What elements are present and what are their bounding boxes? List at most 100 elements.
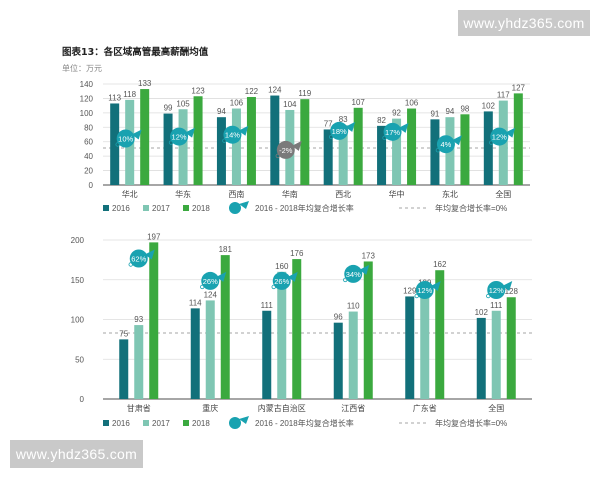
bar-2018 [246,96,256,185]
data-label: 124 [268,86,282,95]
data-label: 128 [505,287,519,296]
growth-bubble [487,281,506,299]
x-tick-label: 东北 [442,189,458,199]
y-tick-label: 60 [84,138,93,147]
legend-bubble-arrow [239,201,249,209]
bar-2018 [513,93,523,185]
data-label: 173 [362,251,376,260]
bar-2018 [193,96,203,185]
data-label: 181 [219,245,233,254]
data-label: 122 [245,87,259,96]
growth-bubble-arrow [185,127,196,138]
y-tick-label: 80 [84,123,93,132]
bar-2016 [476,317,486,399]
growth-bubble [330,121,349,140]
growth-bubble-arrow [345,121,356,132]
bar-2018 [435,270,445,399]
bar-2018 [300,99,310,185]
data-label: 176 [290,249,304,258]
legend-growth-bubble-icon [229,417,241,429]
growth-label: 10% [118,135,133,144]
growth-bubble-arrow [131,129,142,140]
growth-bubble-arrow [505,127,516,138]
data-label: 96 [334,313,343,322]
growth-bubble [490,127,509,146]
growth-bubble [436,135,455,154]
data-label: 93 [134,315,143,324]
bar-2016 [430,119,440,185]
growth-label: 12% [417,286,432,295]
growth-bubble-arrow [216,271,227,282]
legend-label: 2016 [112,419,130,428]
data-label: 110 [347,302,360,311]
growth-bubble-arrow [398,122,409,133]
legend-label: 2018 [192,419,210,428]
legend-label: 年均复合增长率=0% [435,418,507,428]
data-label: 102 [475,308,489,317]
data-label: 123 [191,86,205,95]
data-label: 77 [324,119,333,128]
growth-bubble [383,122,402,141]
growth-label: 34% [346,270,361,279]
legend-swatch-2016 [103,205,109,211]
data-label: 82 [377,116,386,125]
data-label: 105 [176,99,190,108]
bar-2018 [506,297,516,399]
data-label: 94 [217,107,226,116]
bar-2016 [216,117,226,185]
growth-label: 4% [441,140,452,149]
legend-label: 2017 [152,419,170,428]
data-label: 75 [119,329,128,338]
growth-bubble-arrow [144,249,155,260]
y-tick-label: 0 [89,181,94,190]
legend-swatch-2017 [143,205,149,211]
x-tick-label: 甘肃省 [127,403,151,413]
data-label: 133 [138,79,152,88]
bar-2016 [190,308,200,399]
growth-label: 12% [489,286,504,295]
data-label: 92 [392,109,401,118]
growth-bubble-arrow [359,264,370,275]
data-label: 111 [490,301,503,310]
bar-2016 [405,296,415,399]
data-label: 94 [445,107,454,116]
bar-2016 [483,111,493,185]
x-tick-label: 西北 [335,190,351,199]
growth-bubble-arrow [451,135,462,146]
growth-bubble [272,271,291,290]
growth-bubble [116,129,135,148]
growth-label: 12% [172,133,187,142]
bar-2018 [220,255,230,399]
growth-label: 26% [274,277,289,286]
growth-bubble-arrow [287,271,298,282]
y-tick-label: 100 [71,316,85,325]
x-tick-label: 内蒙古自治区 [258,403,306,413]
data-label: 106 [405,99,419,108]
data-label: 118 [123,90,136,99]
bar-2017 [178,109,188,185]
x-tick-label: 江西省 [341,403,365,413]
growth-bubble-arrow [291,140,302,151]
bar-2018 [363,261,373,399]
bar-2018 [292,259,302,399]
x-tick-label: 华中 [389,189,405,199]
y-tick-label: 150 [71,276,85,285]
y-tick-label: 120 [80,94,94,103]
bar-2018 [353,107,363,185]
bar-2016 [262,310,272,399]
bar-2018 [140,89,150,185]
watermark-bottom: www.yhdz365.com [10,440,143,468]
bar-2017 [491,310,501,399]
data-label: 117 [497,91,510,100]
growth-bubble [344,264,363,283]
x-tick-label: 全国 [488,403,504,413]
legend-bubble-arrow [239,416,249,424]
growth-bubble [129,249,148,268]
data-label: 160 [275,262,289,271]
data-label: 119 [298,89,311,98]
data-label: 106 [230,99,244,108]
legend-label: 年均复合增长率=0% [435,203,507,213]
y-tick-label: 50 [75,355,84,364]
